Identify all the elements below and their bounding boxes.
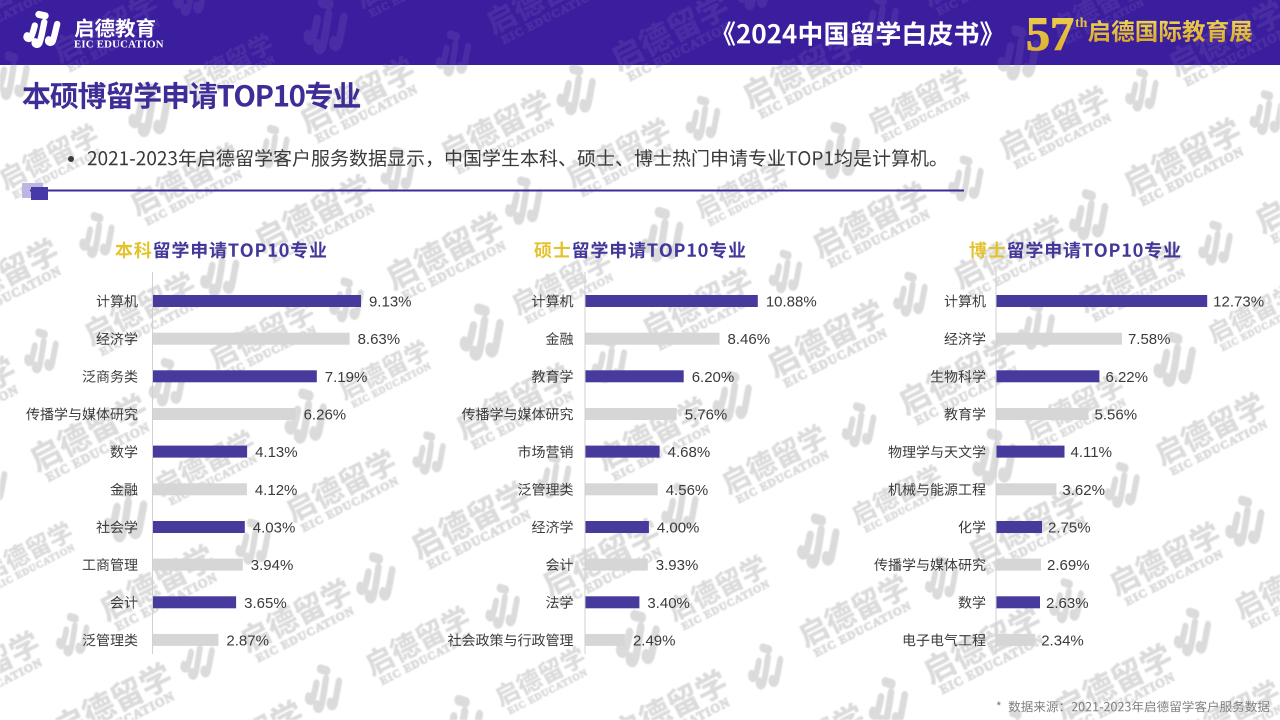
svg-text:2.34%: 2.34% <box>1041 632 1084 649</box>
svg-text:4.00%: 4.00% <box>657 520 700 537</box>
svg-text:2.69%: 2.69% <box>1047 557 1090 574</box>
svg-text:8.46%: 8.46% <box>728 331 771 348</box>
svg-text:2.63%: 2.63% <box>1046 595 1089 612</box>
svg-text:4.56%: 4.56% <box>666 482 709 499</box>
svg-text:3.94%: 3.94% <box>251 557 294 574</box>
svg-text:7.58%: 7.58% <box>1128 331 1171 348</box>
svg-text:5.56%: 5.56% <box>1095 407 1138 424</box>
svg-text:3.65%: 3.65% <box>244 595 287 612</box>
svg-text:6.22%: 6.22% <box>1105 369 1148 386</box>
svg-text:4.11%: 4.11% <box>1071 444 1112 461</box>
svg-text:2.49%: 2.49% <box>633 632 676 649</box>
svg-text:8.63%: 8.63% <box>358 331 401 348</box>
svg-text:2.87%: 2.87% <box>226 632 269 649</box>
svg-text:4.03%: 4.03% <box>253 520 296 537</box>
svg-text:3.62%: 3.62% <box>1062 482 1105 499</box>
svg-text:2.75%: 2.75% <box>1048 520 1091 537</box>
svg-text:6.20%: 6.20% <box>692 369 735 386</box>
svg-text:10.88%: 10.88% <box>766 294 817 311</box>
svg-text:4.68%: 4.68% <box>668 444 711 461</box>
svg-text:3.40%: 3.40% <box>647 595 690 612</box>
svg-text:9.13%: 9.13% <box>369 294 412 311</box>
svg-text:EIC EDUCATION: EIC EDUCATION <box>74 39 164 51</box>
svg-text:4.13%: 4.13% <box>255 444 298 461</box>
svg-text:7.19%: 7.19% <box>325 369 368 386</box>
svg-text:th: th <box>1075 16 1088 31</box>
svg-text:4.12%: 4.12% <box>255 482 298 499</box>
svg-text:12.73%: 12.73% <box>1213 294 1264 311</box>
svg-text:6.26%: 6.26% <box>304 407 347 424</box>
svg-text:57: 57 <box>1026 8 1074 61</box>
svg-text:3.93%: 3.93% <box>656 557 699 574</box>
svg-text:5.76%: 5.76% <box>685 407 728 424</box>
